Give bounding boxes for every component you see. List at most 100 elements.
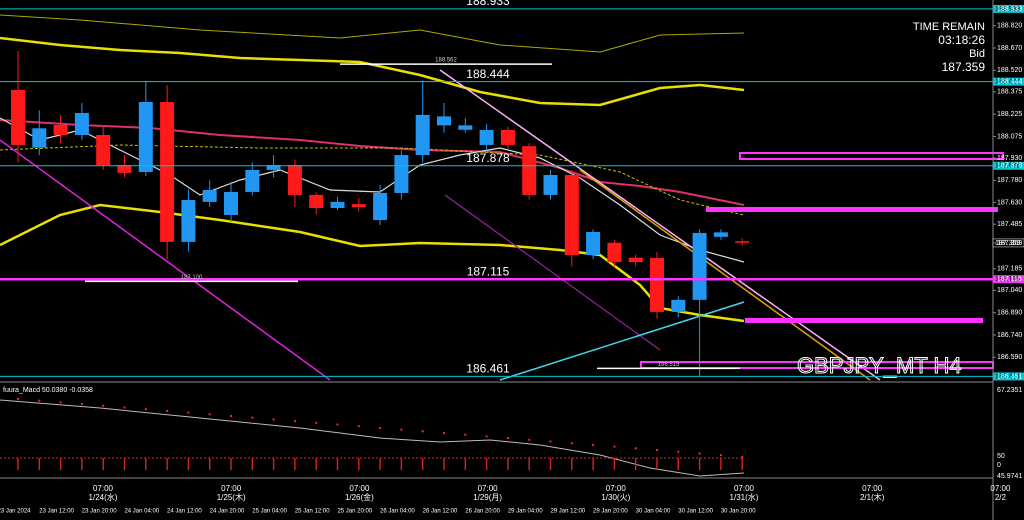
candle-body xyxy=(437,116,451,126)
minor-time-label: 24 Jan 20:00 xyxy=(210,509,245,515)
price-level-label: 188.933 xyxy=(466,0,510,8)
candle-body xyxy=(607,242,622,263)
axis-price-box-label: 188.933 xyxy=(995,6,1020,13)
macd-bar xyxy=(400,458,403,470)
minor-time-label: 30 Jan 04:00 xyxy=(636,509,671,515)
candle-body xyxy=(415,114,430,156)
candle-body xyxy=(74,112,89,135)
macd-bar xyxy=(698,458,701,470)
macd-label: fuura_Macd 50.0380 -0.0358 xyxy=(3,387,93,394)
macd-dot xyxy=(719,454,722,457)
candle-body xyxy=(266,165,281,170)
macd-bar xyxy=(485,458,488,470)
candle-body xyxy=(202,190,217,202)
macd-tick-label: 45.9741 xyxy=(997,473,1022,480)
minor-time-label: 29 Jan 04:00 xyxy=(508,509,543,515)
macd-bar xyxy=(443,458,445,470)
yellow-outer xyxy=(0,14,745,53)
minor-time-label: 26 Jan 12:00 xyxy=(423,509,458,515)
macd-dot xyxy=(400,428,403,431)
macd-dot xyxy=(144,408,147,411)
macd-dot xyxy=(251,416,254,419)
macd-dot xyxy=(677,450,680,453)
macd-bar xyxy=(549,458,552,470)
macd-dot xyxy=(485,435,488,438)
macd-dot xyxy=(613,445,616,448)
candle-body xyxy=(287,165,302,195)
macd-dot xyxy=(549,440,552,443)
date-label: 1/25(木) xyxy=(217,492,246,502)
time-remain: 03:18:26 xyxy=(938,33,985,47)
axis-price-box-label: 186.461 xyxy=(995,373,1020,380)
candle-body xyxy=(160,101,175,242)
trend-line xyxy=(499,301,745,381)
minor-time-label: 29 Jan 12:00 xyxy=(550,509,585,515)
macd-bar xyxy=(613,458,616,470)
date-label: 2/1(木) xyxy=(860,492,885,502)
macd-dot xyxy=(166,409,169,412)
macd-dot xyxy=(17,398,19,400)
candle-body xyxy=(713,232,728,237)
macd-bar xyxy=(17,458,19,470)
yellow-band-upper xyxy=(0,36,745,107)
macd-bar xyxy=(187,458,190,470)
y-tick-label: 187.040 xyxy=(997,287,1022,294)
minor-time-label: 25 Jan 12:00 xyxy=(295,509,330,515)
date-label: 1/26(金) xyxy=(345,492,374,502)
time-label: 07:00 xyxy=(990,484,1011,493)
macd-bar xyxy=(741,458,743,470)
macd-dot xyxy=(208,413,211,416)
info: TIME REMAIN 03:18:26 Bid 187.359 GBPJPY_… xyxy=(3,21,985,394)
macd-bar xyxy=(38,458,40,470)
macd-dot xyxy=(272,418,275,421)
macd-bar xyxy=(251,458,253,470)
bid-label: Bid xyxy=(969,48,985,60)
yellow-band-lower xyxy=(0,203,745,323)
macd-bar xyxy=(102,458,104,470)
macd-bar xyxy=(422,458,424,470)
date-label: 2/2 xyxy=(995,493,1007,502)
y-tick-label: 186.890 xyxy=(997,309,1022,316)
macd-dot xyxy=(656,449,658,451)
macd-bar xyxy=(81,458,83,470)
candle-body xyxy=(394,155,409,193)
candle-body xyxy=(500,129,515,145)
candle-body xyxy=(564,174,579,255)
time-label: 07:00 xyxy=(478,484,499,493)
axis-price-box xyxy=(993,275,1024,284)
macd-bar xyxy=(358,458,360,470)
candle-body xyxy=(181,199,196,242)
macd-dot xyxy=(464,433,467,436)
minor-time-label: 23 Jan 12:00 xyxy=(39,509,74,515)
macd-dot xyxy=(357,425,360,428)
date-label: 1/30(火) xyxy=(601,493,630,502)
macd-bar xyxy=(635,458,637,470)
y-tick-label: 187.185 xyxy=(997,266,1022,273)
y-tick-label: 188.670 xyxy=(997,45,1022,52)
candle-body xyxy=(671,299,686,312)
macd-dot xyxy=(123,406,126,409)
y-tick-label: 188.444 xyxy=(997,78,1022,85)
candle-body xyxy=(692,232,707,300)
date-label: 1/24(水) xyxy=(89,492,118,502)
y-tick-label: 188.075 xyxy=(997,133,1022,140)
time-remain-label: TIME REMAIN xyxy=(913,21,985,33)
macd-bar xyxy=(294,458,296,470)
time-label: 07:00 xyxy=(862,484,883,493)
macd-bar xyxy=(592,458,594,470)
macd-dot xyxy=(443,432,445,434)
y-tick-label: 187.878 xyxy=(997,163,1022,170)
macd-dot xyxy=(741,455,744,458)
zone xyxy=(739,152,1004,160)
macd-bar xyxy=(464,458,466,470)
candle-body xyxy=(245,169,260,192)
macd-dot xyxy=(293,420,296,423)
time-label: 07:00 xyxy=(221,484,242,493)
minor-time-label: 25 Jan 20:00 xyxy=(337,509,372,515)
price-mark-label: 186.515 xyxy=(658,362,680,368)
time-label: 07:00 xyxy=(606,484,627,493)
y-tick-label: 187.930 xyxy=(997,155,1022,162)
candle-body xyxy=(309,194,324,208)
macd-bar xyxy=(677,458,679,470)
